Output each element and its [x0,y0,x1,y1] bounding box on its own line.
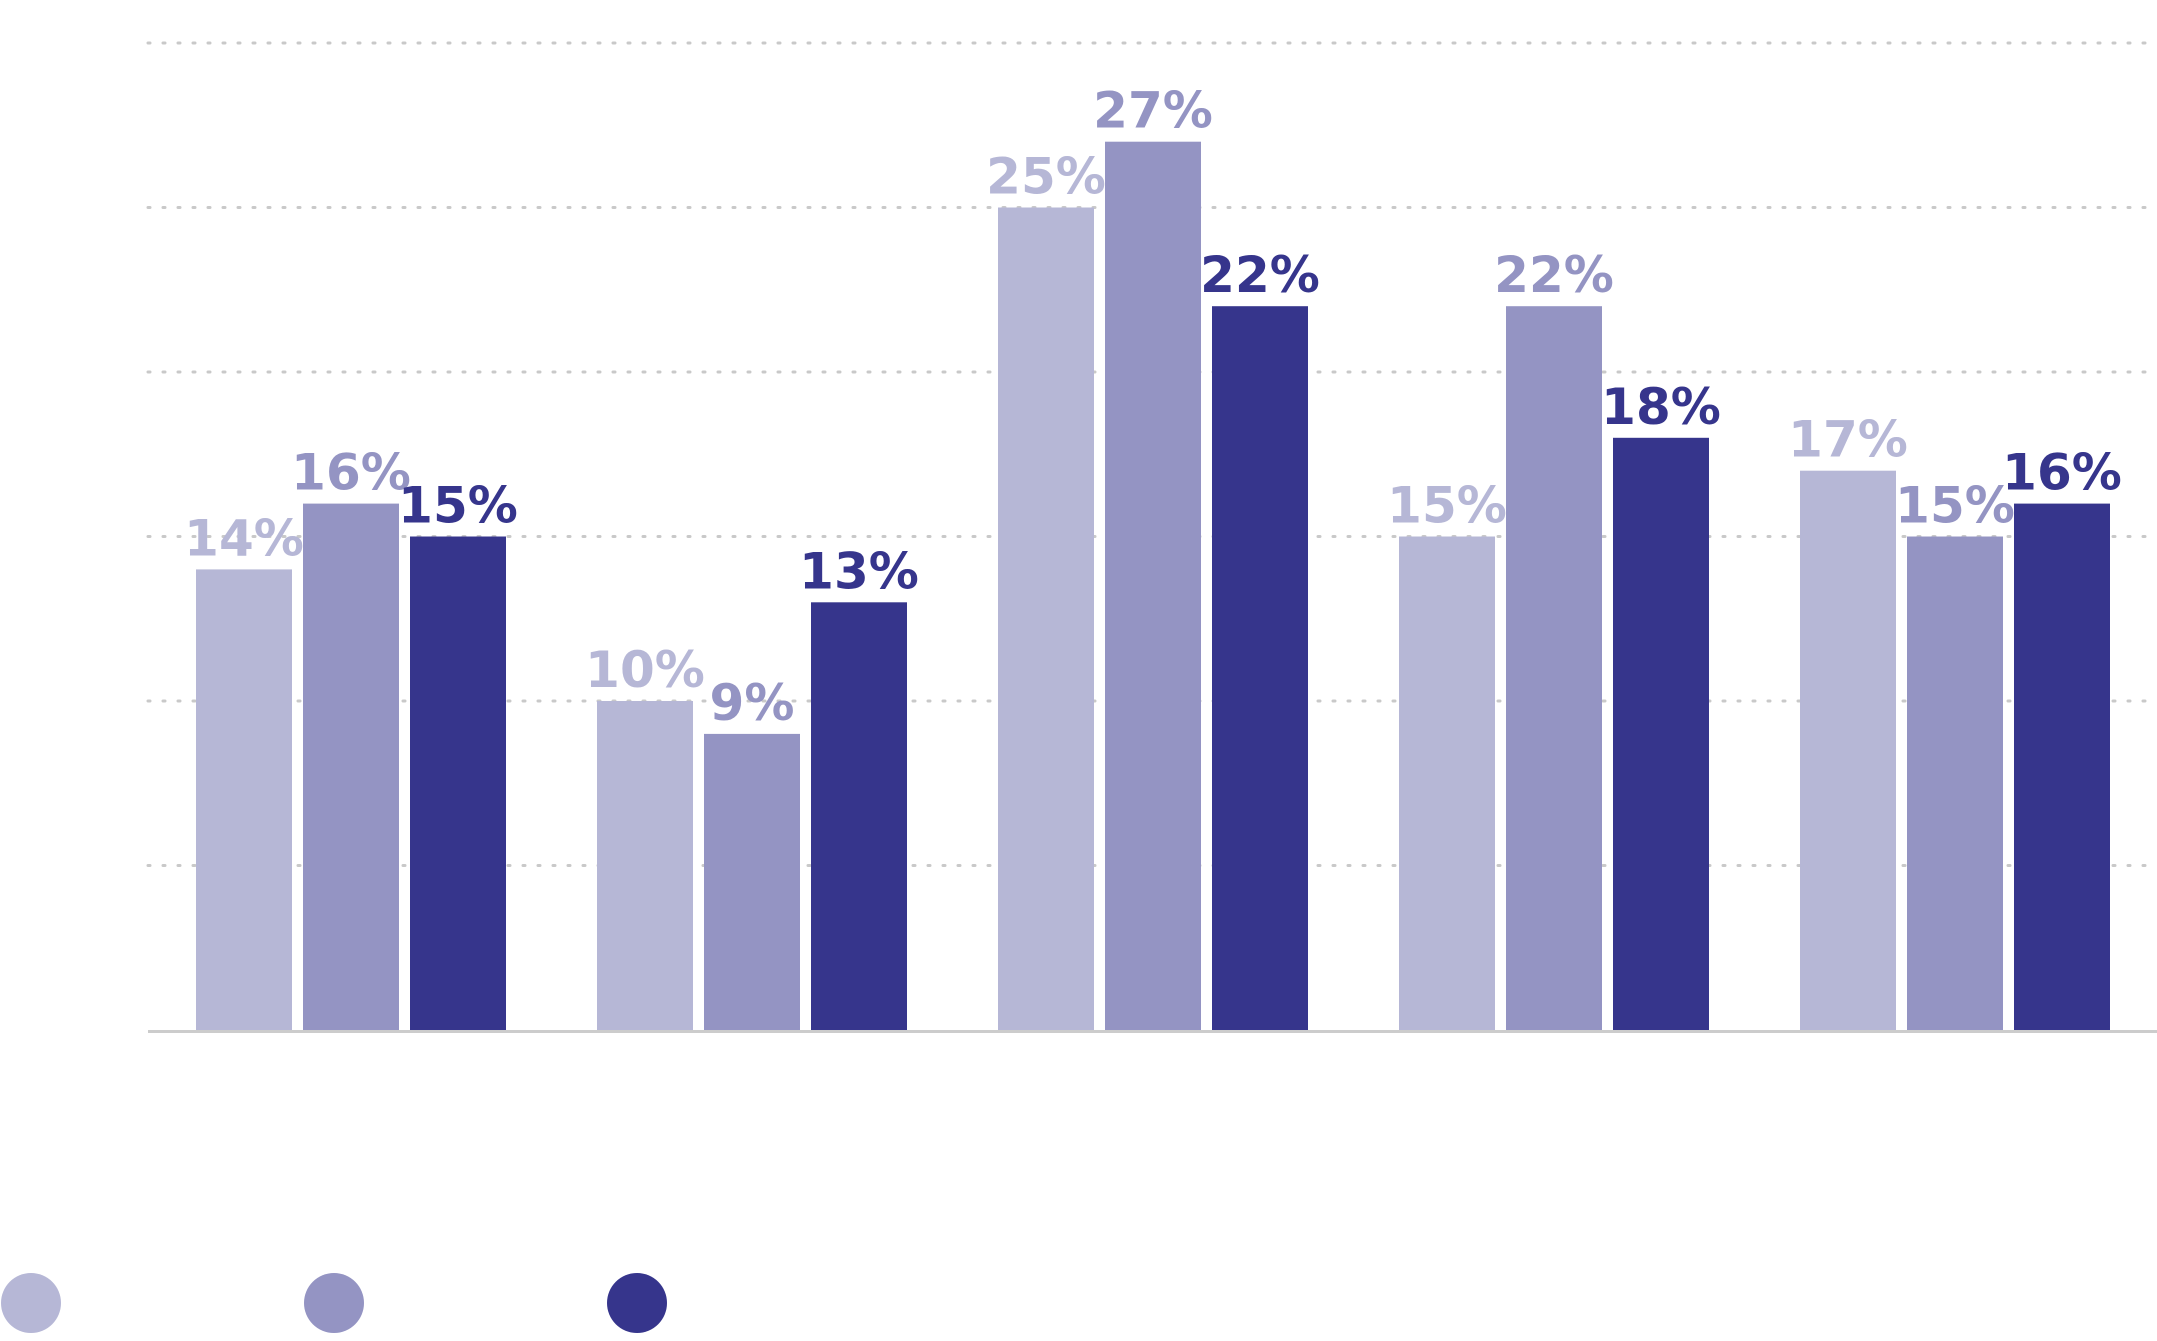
bar-group [998,141,1308,1030]
bar [998,207,1094,1030]
bar-value-label: 16% [291,444,411,502]
bar-value-label: 25% [986,148,1106,206]
bar-group [196,503,506,1031]
bar [1907,536,2003,1030]
bar [2014,503,2110,1031]
bar [410,536,506,1030]
data-labels: 14%16%15%10%9%13%25%27%22%15%22%18%17%15… [184,82,2122,732]
bar-value-label: 13% [799,542,919,600]
bar-value-label: 17% [1788,411,1908,469]
bar-group [597,602,907,1030]
bar-value-label: 15% [1387,477,1507,535]
bar-group [1800,470,2110,1031]
bar [196,569,292,1030]
bar [1800,470,1896,1030]
legend-marker [304,1273,364,1333]
bar-value-label: 16% [2002,444,2122,502]
bar-value-label: 10% [585,641,705,699]
bar-value-label: 14% [184,509,304,567]
bar-value-label: 22% [1494,246,1614,304]
bar [1613,437,1709,1030]
bar-value-label: 15% [398,477,518,535]
bar [303,503,399,1031]
bar [704,733,800,1030]
legend-marker [607,1273,667,1333]
bar [597,701,693,1030]
bar-group [1399,306,1709,1030]
bar [1399,536,1495,1030]
bar [1506,306,1602,1030]
legend [1,1273,667,1333]
bar-value-label: 22% [1200,246,1320,304]
bar-value-label: 18% [1601,378,1721,436]
bars [196,141,2110,1031]
bar-value-label: 27% [1093,82,1213,140]
bar-value-label: 15% [1895,477,2015,535]
bar [811,602,907,1030]
bar-value-label: 9% [710,674,795,732]
bar [1212,306,1308,1030]
bar [1105,141,1201,1030]
legend-marker [1,1273,61,1333]
